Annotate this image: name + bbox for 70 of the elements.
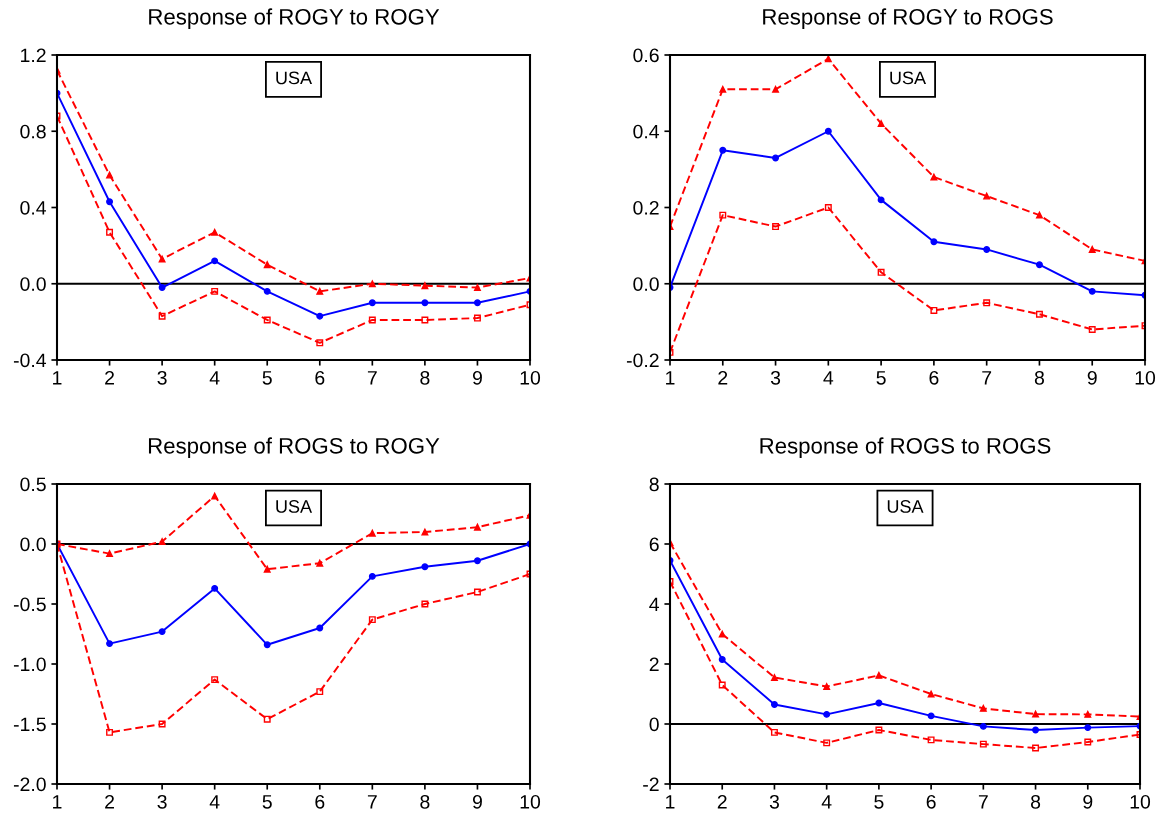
- x-tick-label: 2: [717, 794, 727, 809]
- x-tick-label: 3: [769, 794, 779, 809]
- x-tick-label: 5: [874, 795, 884, 809]
- x-tick-label: 8: [1034, 370, 1045, 385]
- x-tick-label: 9: [472, 370, 482, 385]
- y-tick-label: -1.5: [13, 717, 46, 732]
- chart-title: Response of ROGS to ROGS: [760, 437, 1051, 459]
- y-tick-label: -2.0: [13, 777, 46, 792]
- x-tick-label: 7: [978, 795, 988, 809]
- x-tick-label: 8: [1030, 794, 1041, 809]
- y-tick-label: -0.5: [13, 597, 46, 612]
- annotation: USA: [276, 500, 313, 513]
- x-tick-label: 1: [666, 795, 675, 809]
- y-tick-label: 0.0: [20, 277, 46, 291]
- y-tick-label: 0.6: [633, 48, 659, 63]
- x-tick-label: 7: [367, 795, 377, 809]
- x-tick-label: 1: [666, 371, 675, 385]
- x-tick-label: 4: [823, 371, 834, 385]
- y-tick-label: -2: [643, 777, 659, 792]
- x-tick-label: 3: [157, 794, 167, 809]
- x-tick-label: 9: [1087, 370, 1097, 385]
- x-tick-label: 5: [876, 371, 886, 385]
- y-tick-label: -1.0: [13, 657, 46, 672]
- x-tick-label: 1: [53, 795, 62, 809]
- x-tick-label: 8: [420, 370, 430, 385]
- y-tick-label: -0.2: [626, 353, 659, 368]
- x-tick-label: 7: [367, 371, 377, 385]
- x-tick-label: 3: [157, 370, 167, 385]
- y-tick-label: 0.2: [633, 200, 659, 215]
- annotation: USA: [890, 71, 927, 85]
- x-tick-label: 10: [520, 370, 541, 385]
- x-tick-label: 7: [982, 371, 992, 385]
- chart-title: Response of ROGY to ROGS: [763, 8, 1053, 30]
- y-tick-label: 0.4: [633, 124, 660, 139]
- x-tick-label: 9: [472, 794, 482, 809]
- x-tick-label: 5: [262, 371, 272, 385]
- y-tick-label: 6: [649, 537, 659, 552]
- annotation: USA: [276, 71, 313, 85]
- x-tick-label: 6: [315, 370, 325, 385]
- x-tick-label: 6: [926, 794, 936, 809]
- y-tick-label: 0.4: [20, 200, 47, 215]
- x-tick-label: 2: [105, 794, 114, 809]
- x-tick-label: 3: [770, 370, 781, 385]
- x-tick-label: 8: [420, 794, 430, 809]
- x-tick-label: 10: [1130, 794, 1151, 809]
- y-tick-label: 0.0: [20, 537, 46, 552]
- y-tick-label: 8: [649, 477, 659, 492]
- chart-title: Response of ROGS to ROGY: [148, 437, 440, 459]
- y-tick-label: 0: [649, 717, 659, 732]
- y-tick-label: 0.5: [20, 477, 46, 492]
- x-tick-label: 9: [1083, 794, 1093, 809]
- y-tick-label: 4: [649, 597, 660, 612]
- y-tick-label: 0.8: [20, 124, 46, 139]
- x-tick-label: 4: [209, 795, 220, 809]
- x-tick-label: 4: [209, 371, 220, 385]
- x-tick-label: 2: [105, 370, 114, 385]
- x-tick-label: 5: [262, 795, 272, 809]
- y-tick-label: -0.4: [13, 353, 47, 368]
- x-tick-label: 6: [929, 370, 939, 385]
- annotation: USA: [887, 500, 924, 513]
- x-tick-label: 2: [718, 370, 728, 385]
- x-tick-label: 4: [821, 795, 832, 809]
- x-tick-label: 10: [1135, 370, 1156, 385]
- y-tick-label: 0.0: [633, 277, 659, 291]
- y-tick-label: 1.2: [21, 48, 46, 63]
- chart-title: Response of ROGY to ROGY: [149, 8, 440, 30]
- x-tick-label: 6: [315, 794, 325, 809]
- x-tick-label: 10: [520, 794, 541, 809]
- y-tick-label: 2: [649, 657, 659, 672]
- x-tick-label: 1: [53, 371, 62, 385]
